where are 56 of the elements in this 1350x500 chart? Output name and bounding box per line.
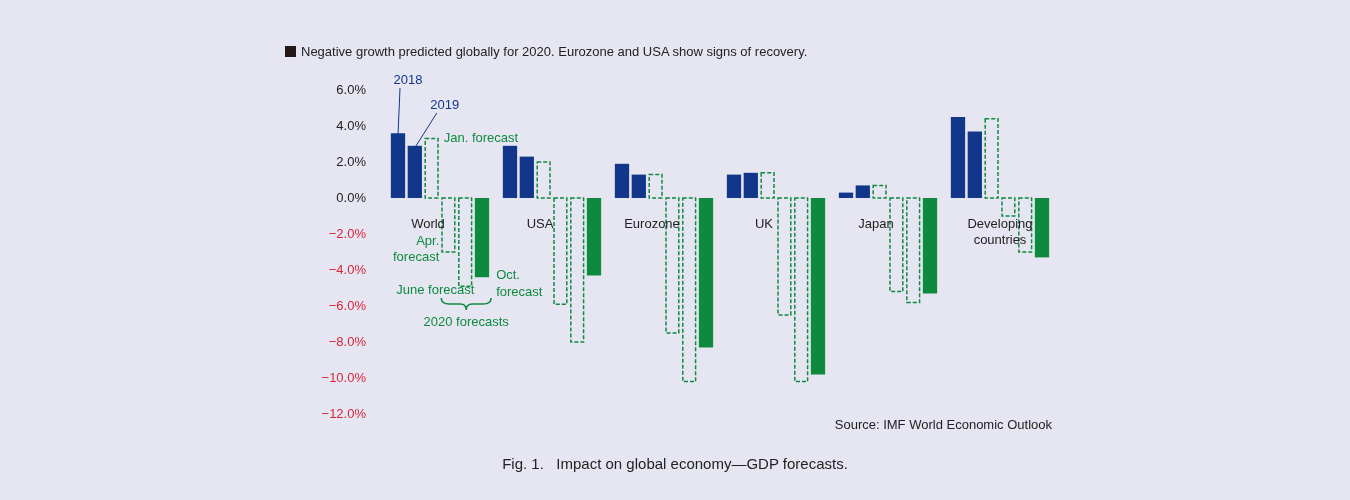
y-tick-label: −8.0% <box>328 333 367 349</box>
bar <box>474 198 490 278</box>
y-tick-label: 6.0% <box>336 81 367 97</box>
bar <box>777 197 792 316</box>
bar <box>872 184 887 199</box>
bar <box>794 197 809 383</box>
x-tick-label: Japan <box>858 215 894 231</box>
x-tick-label: USA <box>526 215 554 231</box>
bar <box>536 161 551 199</box>
series-label: Apr. forecast <box>393 232 440 264</box>
bar <box>906 197 921 304</box>
bar <box>553 197 568 305</box>
bar <box>810 198 826 375</box>
series-label: Jan. forecast <box>443 130 519 146</box>
y-tick-label: −4.0% <box>328 261 367 277</box>
bar <box>648 173 663 199</box>
bar <box>984 118 999 199</box>
bar <box>458 197 473 287</box>
x-tick-label: UK <box>754 215 774 231</box>
bar <box>922 198 938 294</box>
bar <box>614 163 630 198</box>
bar <box>698 198 714 348</box>
y-tick-label: −10.0% <box>321 369 367 385</box>
text: 2018 <box>393 71 423 87</box>
bar <box>1001 197 1016 217</box>
y-tick-label: 2.0% <box>336 153 367 169</box>
x-tick-label: World <box>411 215 445 231</box>
annotation: 2020 forecasts <box>423 313 510 329</box>
series-label: June forecast <box>396 281 475 297</box>
bar <box>855 185 870 198</box>
x-tick-label: Eurozone <box>624 215 680 231</box>
bar <box>682 197 697 383</box>
bar <box>838 192 854 198</box>
bar <box>631 174 646 198</box>
chart-title: Negative growth predicted globally for 2020. Eurozone and USA show signs of recovery. <box>301 44 808 59</box>
bar <box>743 172 758 198</box>
bar <box>502 145 518 198</box>
y-tick-label: −6.0% <box>328 297 367 313</box>
caption: Fig. 1. Impact on global economy—GDP forecasts. <box>501 455 849 472</box>
y-tick-label: −12.0% <box>321 405 367 421</box>
y-tick-label: −2.0% <box>328 225 367 241</box>
bar <box>967 131 982 198</box>
bar <box>760 172 775 199</box>
x-tick-label: Developing countries <box>967 215 1033 247</box>
series-label: Oct. forecast <box>496 266 543 299</box>
bar <box>586 198 602 276</box>
bar <box>424 137 439 199</box>
source-note: Source: IMF World Economic Outlook <box>834 417 1052 432</box>
y-tick-label: 4.0% <box>336 117 367 133</box>
bar <box>950 117 966 198</box>
bar <box>519 156 534 198</box>
bar <box>726 174 742 198</box>
bar <box>1034 198 1050 258</box>
text: 2019 <box>430 96 460 112</box>
bar <box>570 197 585 343</box>
y-tick-label: 0.0% <box>336 189 367 205</box>
